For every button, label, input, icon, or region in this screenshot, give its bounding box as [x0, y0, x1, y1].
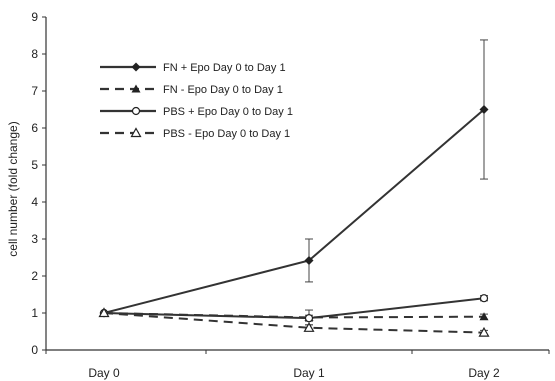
y-tick-label: 3 — [31, 232, 38, 246]
y-tick-label: 9 — [31, 10, 38, 24]
x-tick-label: Day 0 — [88, 366, 120, 380]
y-tick-label: 1 — [31, 306, 38, 320]
data-point — [479, 105, 489, 114]
data-point — [479, 312, 489, 321]
y-tick-label: 4 — [31, 195, 38, 209]
series-line — [103, 312, 485, 334]
data-point — [304, 314, 314, 323]
legend-marker — [131, 62, 141, 72]
y-tick-label: 5 — [31, 158, 38, 172]
data-point — [478, 326, 490, 337]
y-tick-label: 8 — [31, 47, 38, 61]
legend-entry: PBS - Epo Day 0 to Day 1 — [100, 127, 290, 140]
y-tick-label: 6 — [31, 121, 38, 135]
legend-entry: FN - Epo Day 0 to Day 1 — [100, 84, 283, 96]
data-point — [303, 322, 315, 332]
data-point — [479, 294, 489, 303]
y-axis-label: cell number (fold change) — [6, 121, 20, 256]
series-4 — [98, 307, 490, 337]
x-tick-label: Day 1 — [293, 366, 325, 380]
y-tick-label: 2 — [31, 269, 38, 283]
y-tick-label: 0 — [31, 343, 38, 357]
legend-label: PBS + Epo Day 0 to Day 1 — [163, 106, 293, 118]
data-point — [304, 255, 314, 265]
legend-label: PBS - Epo Day 0 to Day 1 — [163, 128, 290, 140]
plot-area: 0 1 2 3 4 5 6 7 8 9 Day 0 Day 1 Day 2 — [31, 10, 550, 380]
data-point — [98, 307, 110, 318]
x-tick-label: Day 2 — [468, 366, 500, 380]
series-line — [103, 297, 485, 320]
series-line — [103, 108, 485, 314]
legend-marker — [130, 127, 142, 138]
legend-entry: PBS + Epo Day 0 to Day 1 — [100, 106, 293, 118]
series-3 — [99, 294, 489, 323]
legend: FN + Epo Day 0 to Day 1 FN - Epo Day 0 to… — [100, 62, 293, 140]
legend-label: FN - Epo Day 0 to Day 1 — [163, 84, 283, 96]
legend-marker — [131, 106, 141, 116]
series-1 — [99, 39, 489, 318]
legend-marker — [131, 84, 141, 93]
legend-entry: FN + Epo Day 0 to Day 1 — [100, 62, 286, 74]
y-tick-label: 7 — [31, 84, 38, 98]
legend-label: FN + Epo Day 0 to Day 1 — [163, 62, 286, 74]
